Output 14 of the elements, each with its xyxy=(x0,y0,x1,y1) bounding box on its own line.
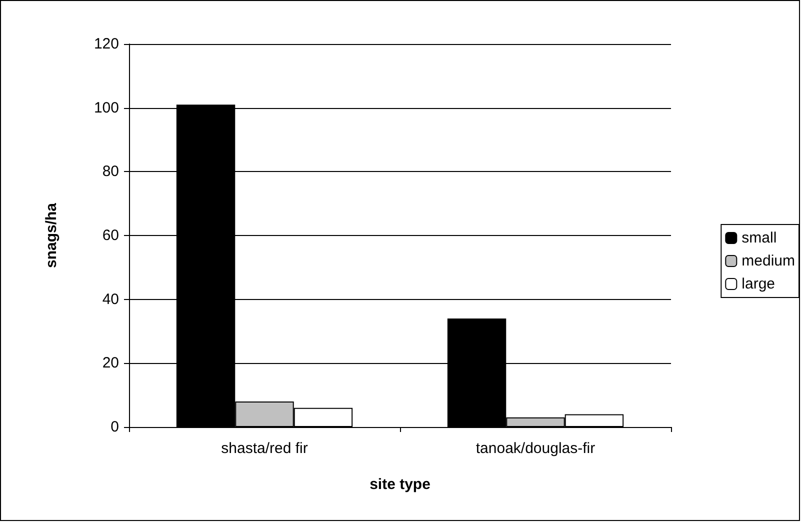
y-axis-title: snags/ha xyxy=(43,202,60,268)
x-axis-title: site type xyxy=(370,476,430,493)
y-tick-label: 20 xyxy=(102,354,119,372)
legend-label: small xyxy=(742,230,777,246)
legend-label: large xyxy=(742,276,776,292)
x-tick-label: shasta/red fir xyxy=(221,440,308,457)
y-tick-label: 60 xyxy=(102,227,119,244)
y-tick-label: 100 xyxy=(94,99,119,116)
y-tick-label: 120 xyxy=(94,36,119,52)
x-tick-label: tanoak/douglas-fir xyxy=(476,440,596,457)
y-tick-label: 80 xyxy=(102,163,119,180)
y-tick-label: 40 xyxy=(102,290,119,308)
y-tick-label: 0 xyxy=(110,418,119,436)
legend-label: medium xyxy=(742,252,796,270)
